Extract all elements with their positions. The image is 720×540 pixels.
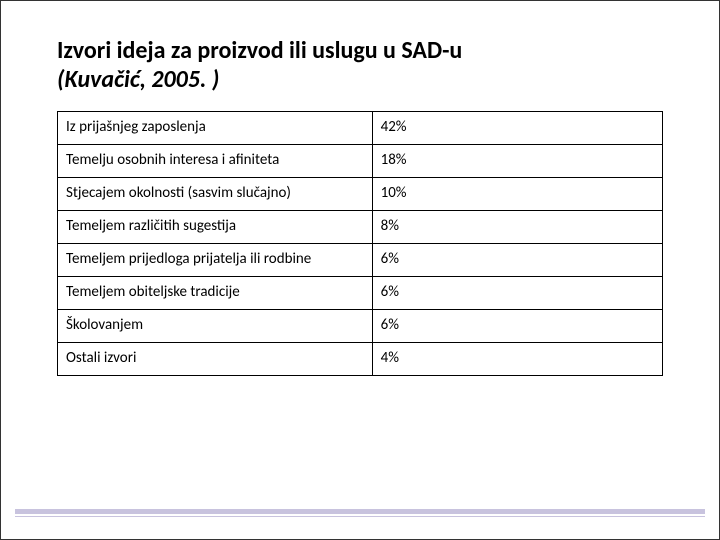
row-value: 6% xyxy=(372,276,662,309)
row-label: Iz prijašnjeg zaposlenja xyxy=(58,111,373,144)
row-label: Ostali izvori xyxy=(58,342,373,375)
table-row: Temelju osobnih interesa i afiniteta 18% xyxy=(58,144,663,177)
footer-rule xyxy=(15,509,705,517)
row-label: Temeljem obiteljske tradicije xyxy=(58,276,373,309)
table-row: Ostali izvori 4% xyxy=(58,342,663,375)
row-label: Stjecajem okolnosti (sasvim slučajno) xyxy=(58,177,373,210)
row-value: 6% xyxy=(372,309,662,342)
row-label: Temeljem različitih sugestija xyxy=(58,210,373,243)
table-row: Stjecajem okolnosti (sasvim slučajno) 10… xyxy=(58,177,663,210)
row-value: 18% xyxy=(372,144,662,177)
row-value: 6% xyxy=(372,243,662,276)
ideas-sources-table: Iz prijašnjeg zaposlenja 42% Temelju oso… xyxy=(57,111,663,376)
title-block: Izvori ideja za proizvod ili uslugu u SA… xyxy=(57,37,663,95)
slide-content: Izvori ideja za proizvod ili uslugu u SA… xyxy=(1,1,719,376)
table-row: Iz prijašnjeg zaposlenja 42% xyxy=(58,111,663,144)
table-row: Školovanjem 6% xyxy=(58,309,663,342)
row-label: Temelju osobnih interesa i afiniteta xyxy=(58,144,373,177)
row-label: Temeljem prijedloga prijatelja ili rodbi… xyxy=(58,243,373,276)
footer-bar xyxy=(15,509,705,514)
row-value: 4% xyxy=(372,342,662,375)
row-value: 10% xyxy=(372,177,662,210)
row-value: 8% xyxy=(372,210,662,243)
row-label: Školovanjem xyxy=(58,309,373,342)
table-row: Temeljem prijedloga prijatelja ili rodbi… xyxy=(58,243,663,276)
footer-line xyxy=(15,516,705,517)
slide-title: Izvori ideja za proizvod ili uslugu u SA… xyxy=(57,37,663,66)
table-row: Temeljem različitih sugestija 8% xyxy=(58,210,663,243)
row-value: 42% xyxy=(372,111,662,144)
table-row: Temeljem obiteljske tradicije 6% xyxy=(58,276,663,309)
slide-subtitle: (Kuvačić, 2005. ) xyxy=(57,66,663,95)
